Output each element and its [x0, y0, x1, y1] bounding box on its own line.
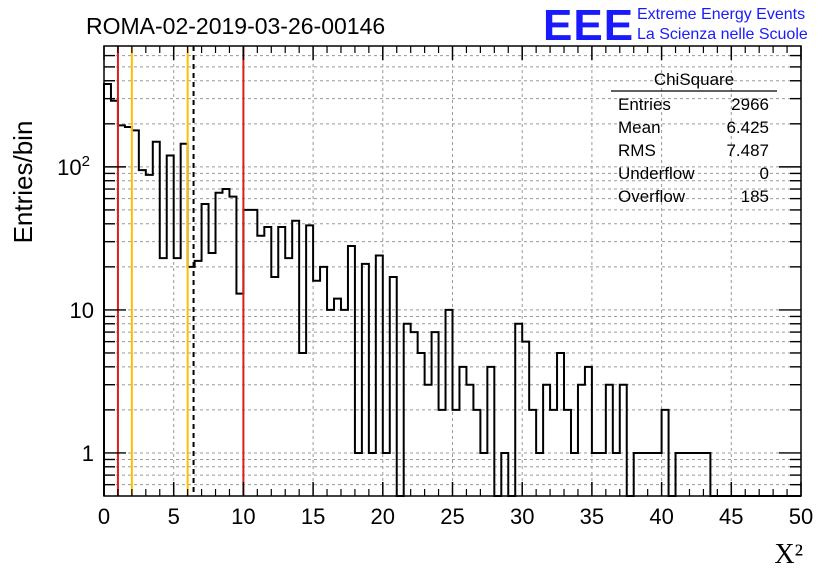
histogram-bin — [111, 101, 118, 496]
histogram-bin — [181, 144, 188, 496]
histogram-bin — [341, 310, 348, 496]
eee-logo: EEE Extreme Energy Events La Scienza nel… — [543, 1, 808, 50]
stats-label: Underflow — [618, 164, 695, 183]
stats-box: ChiSquare Entries 2966 Mean 6.425 RMS 7.487 Un… — [611, 70, 777, 206]
x-tick-label: 20 — [371, 504, 395, 529]
histogram-bin — [167, 156, 174, 496]
histogram-bin — [557, 353, 564, 496]
logo-line-2: La Scienza nelle Scuole — [637, 26, 808, 43]
histogram-bin — [132, 130, 139, 496]
grid — [104, 46, 801, 496]
histogram-bin — [285, 258, 292, 496]
histogram-bin — [487, 367, 494, 496]
histogram-bin — [432, 332, 439, 496]
histogram-bin — [466, 385, 473, 496]
histogram-bin — [446, 310, 453, 496]
vertical-lines — [116, 46, 245, 496]
histogram-bin — [606, 385, 613, 496]
histogram-bin — [153, 142, 160, 496]
x-tick-label: 5 — [168, 504, 180, 529]
histogram-bin — [257, 236, 264, 496]
stats-label: Entries — [618, 95, 671, 114]
stats-value: 185 — [741, 187, 769, 206]
histogram-bin — [522, 342, 529, 496]
y-tick-label: 1 — [82, 441, 94, 466]
x-tick-label: 40 — [649, 504, 673, 529]
histogram-bin — [146, 175, 153, 496]
histogram-bin — [216, 193, 223, 496]
histogram-bin — [459, 367, 466, 496]
stats-value: 0 — [760, 164, 769, 183]
histogram-bin — [620, 385, 627, 496]
stats-label: RMS — [618, 141, 656, 160]
histogram-bin — [139, 170, 146, 496]
histogram-bin — [306, 225, 313, 496]
histogram-bin — [543, 385, 550, 496]
x-tick-label: 45 — [719, 504, 743, 529]
stats-rows: Entries 2966 Mean 6.425 RMS 7.487 Underflow 0 Ov… — [618, 95, 769, 206]
x-axis-label: X² — [774, 539, 803, 570]
x-tick-label: 10 — [231, 504, 255, 529]
y-axis-label: Entries/bin — [8, 121, 38, 244]
histogram — [103, 82, 801, 497]
stats-label: Overflow — [618, 187, 686, 206]
histogram-bin — [222, 189, 229, 496]
chart-title: ROMA-02-2019-03-26-00146 — [86, 13, 385, 39]
histogram-bin — [299, 353, 306, 496]
y-tick-label: 10 — [70, 298, 94, 323]
histogram-bin — [292, 221, 299, 496]
stats-label: Mean — [618, 118, 661, 137]
axes: 0 5 10 15 20 25 30 35 40 45 50 1 10 102 — [57, 46, 813, 529]
x-tick-label: 25 — [440, 504, 464, 529]
histogram-bin — [418, 353, 425, 496]
histogram-bin — [362, 264, 369, 496]
histogram-bin — [125, 127, 132, 496]
x-tick-label: 0 — [98, 504, 110, 529]
logo-line-1: Extreme Energy Events — [637, 6, 805, 23]
histogram-outline — [103, 82, 801, 497]
stats-value: 2966 — [731, 95, 769, 114]
histogram-bin — [104, 84, 111, 496]
x-tick-label: 30 — [510, 504, 534, 529]
histogram-bin — [160, 258, 167, 496]
histogram-bin — [327, 310, 334, 496]
stats-title: ChiSquare — [654, 70, 734, 89]
histogram-bin — [174, 258, 181, 496]
histogram-bin — [425, 385, 432, 496]
x-tick-label: 35 — [580, 504, 604, 529]
y-tick-label: 102 — [57, 153, 90, 180]
stats-value: 7.487 — [726, 141, 769, 160]
x-tick-label: 50 — [789, 504, 813, 529]
histogram-bin — [195, 261, 202, 496]
x-tick-label: 15 — [301, 504, 325, 529]
histogram-bin — [313, 281, 320, 496]
histogram-bin — [348, 246, 355, 496]
logo-mark: EEE — [543, 1, 634, 50]
histogram-bin — [585, 367, 592, 496]
stats-value: 6.425 — [726, 118, 769, 137]
histogram-bin — [202, 204, 209, 496]
histogram-bin — [578, 385, 585, 496]
histogram-bin — [411, 332, 418, 496]
histogram-bin — [320, 267, 327, 496]
